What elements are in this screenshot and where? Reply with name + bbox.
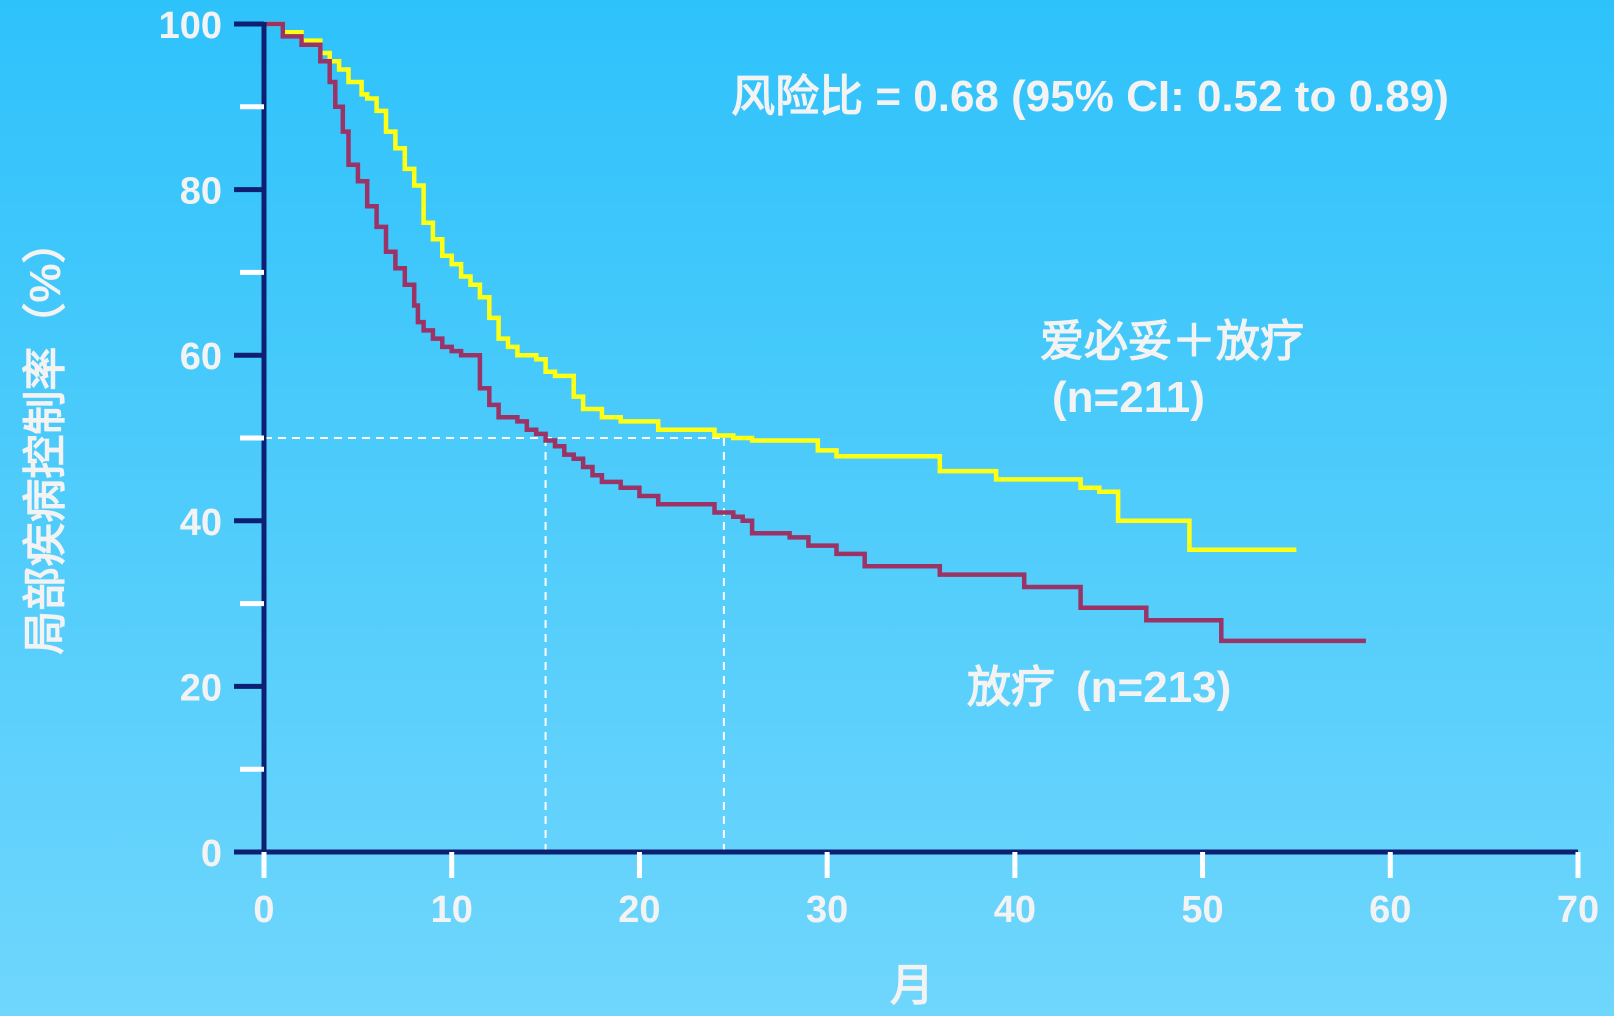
x-tick-label-50: 50	[1181, 889, 1223, 931]
y-tick-label-0: 0	[201, 833, 222, 875]
x-tick-label-10: 10	[431, 889, 473, 931]
series-layer	[264, 21, 1366, 644]
axes	[261, 22, 1578, 855]
x-tick-label-0: 0	[253, 889, 274, 931]
series-label-rt: 放疗	[967, 663, 1055, 712]
x-axis-title: 月	[890, 961, 934, 1010]
y-tick-label-80: 80	[180, 171, 222, 213]
x-ticks: 0 10 20 30 40 50 60 70	[253, 852, 1599, 931]
y-tick-label-100: 100	[159, 5, 222, 47]
x-tick-label-70: 70	[1557, 889, 1599, 931]
x-tick-label-40: 40	[994, 889, 1036, 931]
x-tick-label-20: 20	[618, 889, 660, 931]
series-line-1	[264, 21, 1366, 644]
series-n-cetuximab-rt: (n=211)	[1052, 373, 1205, 422]
y-ticks: 0 20 40 60 80 100	[159, 5, 264, 875]
series-line-0	[264, 21, 1297, 553]
x-tick-label-60: 60	[1369, 889, 1411, 931]
y-tick-label-20: 20	[180, 667, 222, 709]
series-n-rt: (n=213)	[1076, 663, 1231, 712]
median-reference-lines	[264, 437, 725, 852]
hazard-ratio-annotation: 风险比 = 0.68 (95% CI: 0.52 to 0.89)	[731, 72, 1449, 121]
y-tick-label-60: 60	[180, 336, 222, 378]
series-label-cetuximab-rt: 爱必妥＋放疗	[1040, 317, 1304, 366]
x-tick-label-30: 30	[806, 889, 848, 931]
y-tick-label-40: 40	[180, 502, 222, 544]
y-axis-title: 局部疾病控制率（%）	[21, 219, 70, 654]
